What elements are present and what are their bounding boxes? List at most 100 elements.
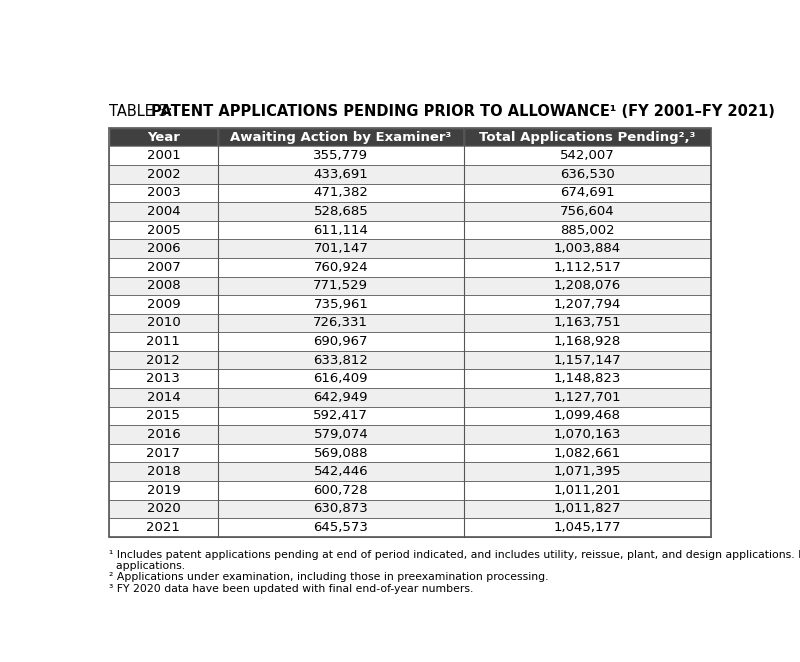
Bar — [464, 128, 710, 146]
Text: 579,074: 579,074 — [314, 428, 368, 441]
Bar — [110, 518, 218, 537]
Bar — [110, 165, 218, 183]
Text: 756,604: 756,604 — [560, 205, 614, 218]
Bar — [110, 146, 218, 165]
Bar — [464, 481, 710, 500]
Text: 1,127,701: 1,127,701 — [554, 391, 622, 404]
Text: 2016: 2016 — [146, 428, 180, 441]
Text: 674,691: 674,691 — [560, 187, 614, 199]
Bar — [110, 277, 218, 295]
Bar — [110, 444, 218, 462]
Text: 1,112,517: 1,112,517 — [554, 261, 622, 273]
Text: 771,529: 771,529 — [314, 279, 368, 293]
Bar — [110, 314, 218, 332]
Text: 433,691: 433,691 — [314, 168, 368, 181]
Text: 542,446: 542,446 — [314, 465, 368, 478]
Text: 471,382: 471,382 — [314, 187, 368, 199]
Text: 528,685: 528,685 — [314, 205, 368, 218]
Text: 2004: 2004 — [146, 205, 180, 218]
Text: 616,409: 616,409 — [314, 372, 368, 385]
Bar — [218, 500, 464, 518]
Bar — [218, 406, 464, 425]
Bar — [218, 202, 464, 220]
Bar — [464, 462, 710, 481]
Bar — [218, 462, 464, 481]
Text: 2021: 2021 — [146, 521, 180, 534]
Bar — [218, 388, 464, 406]
Bar — [218, 258, 464, 277]
Text: 1,071,395: 1,071,395 — [554, 465, 621, 478]
Bar — [110, 369, 218, 388]
Text: 569,088: 569,088 — [314, 447, 368, 459]
Bar — [110, 425, 218, 444]
Bar — [218, 444, 464, 462]
Text: 2008: 2008 — [146, 279, 180, 293]
Bar — [464, 351, 710, 369]
Text: 760,924: 760,924 — [314, 261, 368, 273]
Bar — [218, 165, 464, 183]
Text: TABLE 3:: TABLE 3: — [110, 103, 178, 118]
Bar — [218, 183, 464, 202]
Bar — [464, 165, 710, 183]
Text: 2012: 2012 — [146, 354, 180, 367]
Bar — [464, 500, 710, 518]
Text: 1,207,794: 1,207,794 — [554, 298, 621, 311]
Bar — [218, 481, 464, 500]
Bar — [110, 388, 218, 406]
Bar — [110, 258, 218, 277]
Text: ³ FY 2020 data have been updated with final end-of-year numbers.: ³ FY 2020 data have been updated with fi… — [110, 584, 474, 594]
Bar — [110, 240, 218, 258]
Text: 642,949: 642,949 — [314, 391, 368, 404]
Text: 1,082,661: 1,082,661 — [554, 447, 621, 459]
Bar — [110, 500, 218, 518]
Text: Awaiting Action by Examiner³: Awaiting Action by Examiner³ — [230, 130, 451, 144]
Text: 2005: 2005 — [146, 224, 180, 236]
Text: 885,002: 885,002 — [560, 224, 614, 236]
Bar — [464, 332, 710, 351]
Bar — [464, 444, 710, 462]
Bar — [218, 518, 464, 537]
Text: 1,208,076: 1,208,076 — [554, 279, 621, 293]
Bar — [110, 295, 218, 314]
Bar — [218, 146, 464, 165]
Bar — [464, 388, 710, 406]
Bar — [464, 202, 710, 220]
Text: ² Applications under examination, including those in preexamination processing.: ² Applications under examination, includ… — [110, 573, 549, 583]
Bar — [110, 462, 218, 481]
Text: applications.: applications. — [110, 561, 186, 571]
Text: 2006: 2006 — [146, 242, 180, 255]
Text: 1,045,177: 1,045,177 — [554, 521, 621, 534]
Text: 2002: 2002 — [146, 168, 180, 181]
Bar — [464, 146, 710, 165]
Text: 611,114: 611,114 — [314, 224, 368, 236]
Bar — [218, 220, 464, 240]
Bar — [464, 220, 710, 240]
Bar — [218, 128, 464, 146]
Bar — [110, 202, 218, 220]
Bar — [218, 295, 464, 314]
Bar — [110, 406, 218, 425]
Bar — [464, 518, 710, 537]
Bar — [464, 369, 710, 388]
Bar — [464, 314, 710, 332]
Bar — [464, 240, 710, 258]
Text: 592,417: 592,417 — [314, 409, 368, 422]
Text: 2003: 2003 — [146, 187, 180, 199]
Text: 633,812: 633,812 — [314, 354, 368, 367]
Text: Year: Year — [147, 130, 180, 144]
Text: 2018: 2018 — [146, 465, 180, 478]
Bar — [464, 295, 710, 314]
Text: 1,070,163: 1,070,163 — [554, 428, 621, 441]
Text: 2020: 2020 — [146, 502, 180, 515]
Text: ¹ Includes patent applications pending at end of period indicated, and includes : ¹ Includes patent applications pending a… — [110, 550, 800, 560]
Text: 2001: 2001 — [146, 149, 180, 162]
Text: 2015: 2015 — [146, 409, 180, 422]
Text: 2007: 2007 — [146, 261, 180, 273]
Text: 2009: 2009 — [146, 298, 180, 311]
Bar — [218, 369, 464, 388]
Text: 2017: 2017 — [146, 447, 180, 459]
Bar — [110, 332, 218, 351]
Text: 630,873: 630,873 — [314, 502, 368, 515]
Text: 542,007: 542,007 — [560, 149, 614, 162]
Bar — [218, 277, 464, 295]
